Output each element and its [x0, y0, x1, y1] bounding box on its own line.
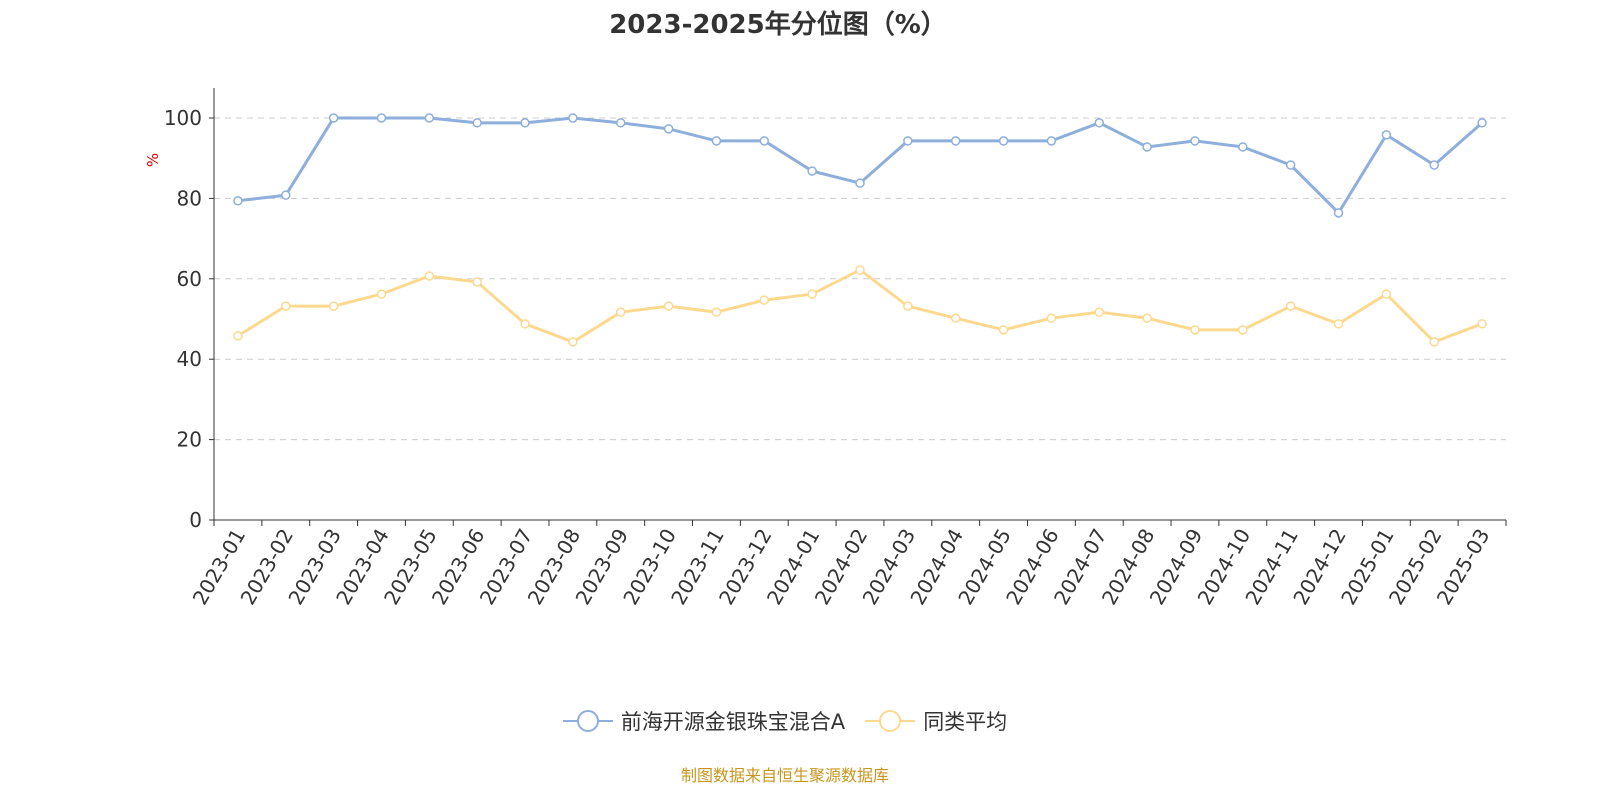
- legend: 前海开源金银珠宝混合A 同类平均: [0, 706, 1570, 736]
- data-point: [759, 295, 770, 305]
- data-point: [568, 113, 578, 123]
- data-point: [903, 136, 913, 146]
- data-point: [950, 313, 961, 323]
- data-point: [376, 113, 387, 123]
- data-point: [807, 166, 817, 176]
- data-point: [855, 265, 865, 275]
- data-point: [1333, 319, 1344, 329]
- legend-item[interactable]: 前海开源金银珠宝混合A: [562, 706, 846, 736]
- data-point: [663, 124, 674, 134]
- series-line: [237, 268, 1483, 344]
- data-point: [1046, 313, 1057, 323]
- data-point: [376, 289, 387, 299]
- data-point: [1094, 118, 1105, 128]
- data-point: [328, 301, 339, 311]
- y-tick-label: 100: [164, 106, 202, 130]
- data-point: [903, 301, 913, 311]
- data-point: [472, 277, 482, 287]
- data-point: [663, 301, 674, 311]
- legend-label: 前海开源金银珠宝混合A: [620, 710, 846, 734]
- y-tick-label: 20: [177, 428, 202, 452]
- data-point: [1238, 325, 1248, 335]
- data-point: [1429, 160, 1439, 170]
- data-point: [759, 136, 770, 146]
- data-point: [1238, 142, 1248, 152]
- data-point: [1142, 142, 1152, 152]
- chart-title: 2023-2025年分位图（%）: [609, 10, 947, 40]
- y-tick-label: 0: [189, 508, 202, 532]
- data-point: [472, 118, 482, 128]
- data-point: [1333, 208, 1344, 218]
- data-point: [233, 331, 243, 341]
- data-point: [1477, 118, 1487, 128]
- y-tick-label: 40: [177, 347, 202, 371]
- legend-marker-icon: [865, 710, 916, 732]
- data-point: [424, 271, 435, 281]
- data-point: [520, 319, 530, 329]
- data-point: [568, 337, 578, 347]
- data-point: [1429, 337, 1439, 347]
- data-point: [1142, 313, 1152, 323]
- data-point: [615, 118, 626, 128]
- data-point: [1477, 319, 1487, 329]
- data-point: [281, 301, 291, 311]
- data-point: [1190, 136, 1200, 146]
- data-point: [1381, 289, 1392, 299]
- data-point: [807, 289, 817, 299]
- data-point: [950, 136, 961, 146]
- legend-label: 同类平均: [923, 710, 1008, 734]
- data-point: [233, 196, 243, 206]
- source-note: 制图数据来自恒生聚源数据库: [680, 766, 889, 785]
- data-point: [855, 178, 865, 188]
- data-point: [424, 113, 435, 123]
- data-point: [711, 307, 722, 317]
- data-point: [328, 113, 339, 123]
- y-axis-label: %: [144, 153, 162, 167]
- data-point: [998, 136, 1009, 146]
- data-point: [1381, 130, 1392, 140]
- legend-item[interactable]: 同类平均: [865, 706, 1007, 736]
- data-point: [711, 136, 722, 146]
- data-point: [1094, 307, 1105, 317]
- y-tick-label: 80: [177, 186, 202, 210]
- data-point: [1046, 136, 1057, 146]
- data-point: [615, 307, 626, 317]
- data-point: [520, 118, 530, 128]
- y-tick-label: 60: [177, 267, 202, 291]
- data-point: [1285, 160, 1296, 170]
- legend-marker-icon: [562, 710, 613, 732]
- data-point: [1285, 301, 1296, 311]
- data-point: [281, 190, 291, 200]
- data-point: [998, 325, 1009, 335]
- data-point: [1190, 325, 1200, 335]
